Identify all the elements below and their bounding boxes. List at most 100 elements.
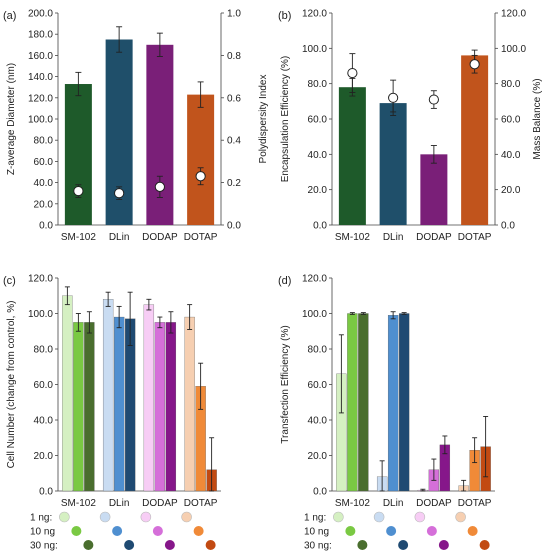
y-axis-label: Cell Number (change from control, %) (6, 301, 17, 469)
bar-DODAP-10ng (154, 322, 166, 492)
legend-label: 30 ng: (304, 541, 332, 552)
point-SM-102 (73, 185, 84, 197)
panel-a: (a) 0.0 20.0 40.0 60.0 80.0 100.0 120.0 140.0 160… (3, 9, 269, 244)
bar-DODAP (420, 154, 448, 225)
y-tick-label: 140.0 (28, 72, 53, 83)
y-tick-label: 0.0 (39, 487, 53, 498)
bar-DOTAP (461, 55, 489, 226)
legend-label: 10 ng (304, 527, 329, 538)
bar-DOTAP-1ng (184, 316, 195, 492)
legend-marker-DOTAP-1 (193, 526, 204, 536)
y2-tick-label: 20.0 (501, 185, 521, 196)
bar-SM-102-30ng (358, 313, 369, 492)
y-tick-label: 60.0 (34, 380, 54, 391)
x-tick-label: DODAP (142, 232, 178, 243)
bar-DLin-30ng (398, 313, 410, 492)
x-tick-label: DOTAP (184, 232, 218, 243)
point-DODAP (428, 94, 439, 105)
point-DLin (114, 188, 125, 199)
y2-tick-label: 100.0 (501, 44, 526, 55)
point-DODAP (154, 181, 165, 192)
legend-marker-DODAP-1 (152, 526, 163, 536)
y2-tick-label: 0.0 (227, 221, 241, 232)
y-tick-label: 0.0 (39, 221, 53, 232)
bar-SM-102 (64, 84, 92, 226)
y2-tick-label: 1.0 (227, 9, 241, 20)
panel-b: (b) 0.0 20.0 40.0 60.0 80.0 100.0 120.0 Encapsul… (278, 9, 543, 244)
legend-marker-DODAP-0 (140, 511, 152, 523)
bar-DODAP (146, 44, 174, 225)
y-tick-label: 40.0 (308, 150, 328, 161)
y-tick-label: 100.0 (302, 44, 327, 55)
legend-marker-DLin-1 (386, 526, 397, 536)
y-tick-label: 60.0 (308, 115, 328, 126)
x-tick-label: DOTAP (184, 498, 218, 509)
y-tick-label: 60.0 (34, 157, 54, 168)
y2-tick-label: 40.0 (501, 150, 521, 161)
y2-axis-label: Mass Balance (%) (532, 78, 543, 159)
x-tick-label: SM-102 (61, 232, 96, 243)
y2-tick-label: 120.0 (501, 9, 526, 20)
bar-SM-102-30ng (84, 322, 95, 492)
legend-marker-SM-102-2 (357, 540, 368, 550)
legend-marker-DLin-2 (124, 540, 135, 550)
legend-marker-DODAP-2 (438, 540, 449, 550)
y2-tick-label: 0.4 (227, 136, 241, 147)
y-axis-label: Z-average Diameter (nm) (6, 63, 17, 175)
bar-SM-102-1ng (62, 295, 73, 492)
panel-c: (c) 0.0 20.0 40.0 60.0 80.0 100.0 120.0 Cell Num… (3, 274, 221, 509)
point-DOTAP (469, 59, 480, 70)
x-tick-label: DOTAP (458, 232, 492, 243)
point-DLin (388, 92, 399, 103)
y2-tick-label: 0.2 (227, 178, 241, 189)
legend-label: 1 ng: (30, 513, 52, 524)
x-tick-label: DLin (383, 498, 404, 509)
point-DOTAP (195, 171, 206, 182)
legend-marker-SM-102-1 (71, 526, 82, 536)
point-SM-102 (347, 67, 358, 79)
y-tick-label: 100.0 (28, 309, 53, 320)
y-tick-label: 80.0 (34, 345, 54, 356)
y-tick-label: 180.0 (28, 30, 53, 41)
y-tick-label: 120.0 (302, 274, 327, 285)
panel-label: (c) (3, 275, 16, 287)
y2-axis-label: Polydispersity Index (258, 75, 269, 164)
legend-marker-DOTAP-0 (455, 511, 466, 523)
legend-marker-DOTAP-2 (205, 540, 216, 550)
x-tick-label: DODAP (416, 498, 452, 509)
x-tick-label: DLin (109, 498, 130, 509)
legend-marker-DLin-0 (99, 511, 111, 523)
y-tick-label: 120.0 (28, 274, 53, 285)
bar-DLin-1ng (102, 299, 114, 492)
y-tick-label: 80.0 (34, 136, 54, 147)
legend-label: 1 ng: (304, 513, 326, 524)
bar-DLin (379, 103, 407, 225)
bar-DOTAP (187, 94, 215, 226)
x-tick-label: DOTAP (458, 498, 492, 509)
y2-tick-label: 0.8 (227, 51, 241, 62)
panel-label: (b) (278, 10, 291, 22)
y-tick-label: 40.0 (308, 416, 328, 427)
y-axis-label: Encapsulation Efficiency (%) (280, 56, 291, 183)
panel-label: (d) (278, 275, 291, 287)
y-tick-label: 200.0 (28, 9, 53, 20)
y-tick-label: 20.0 (308, 451, 328, 462)
y-tick-label: 100.0 (302, 309, 327, 320)
legend-marker-DOTAP-0 (181, 511, 192, 523)
y-tick-label: 120.0 (28, 93, 53, 104)
y-tick-label: 160.0 (28, 51, 53, 62)
legend-marker-DODAP-0 (414, 511, 426, 523)
y2-tick-label: 0.0 (501, 221, 515, 232)
y-tick-label: 0.0 (313, 487, 327, 498)
bar-DLin-10ng (113, 316, 125, 492)
x-tick-label: SM-102 (335, 232, 370, 243)
y2-tick-label: 80.0 (501, 79, 521, 90)
legend-marker-SM-102-0 (333, 511, 344, 523)
legend-marker-DOTAP-1 (467, 526, 478, 536)
legend-marker-SM-102-0 (59, 511, 70, 523)
legend-marker-DLin-1 (112, 526, 123, 536)
y2-tick-label: 60.0 (501, 115, 521, 126)
y-tick-label: 20.0 (34, 451, 54, 462)
bar-DODAP-1ng (143, 304, 155, 492)
